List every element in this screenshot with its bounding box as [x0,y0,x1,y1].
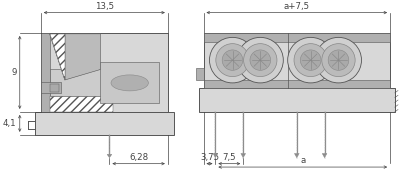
Ellipse shape [322,44,355,77]
Ellipse shape [244,44,277,77]
Ellipse shape [237,37,283,83]
FancyBboxPatch shape [204,33,390,88]
Text: 13,5: 13,5 [95,2,114,11]
Text: 9: 9 [11,68,16,77]
Polygon shape [50,34,65,80]
FancyBboxPatch shape [50,84,60,92]
Text: 3,75: 3,75 [200,153,219,162]
Ellipse shape [210,37,256,83]
FancyBboxPatch shape [204,80,390,88]
Ellipse shape [316,37,362,83]
Polygon shape [50,34,65,80]
Ellipse shape [294,44,327,77]
Text: 7,5: 7,5 [222,153,236,162]
Text: a+7,5: a+7,5 [284,2,310,11]
FancyBboxPatch shape [100,62,159,103]
Polygon shape [50,34,100,80]
Circle shape [111,75,148,91]
Text: 4,1: 4,1 [3,119,16,128]
FancyBboxPatch shape [196,68,204,80]
FancyBboxPatch shape [50,96,113,112]
FancyBboxPatch shape [199,88,395,112]
FancyBboxPatch shape [41,33,50,112]
FancyBboxPatch shape [35,112,174,135]
FancyBboxPatch shape [41,33,168,112]
Polygon shape [213,153,218,158]
FancyBboxPatch shape [204,33,390,42]
Polygon shape [241,153,246,158]
Ellipse shape [222,50,243,70]
Ellipse shape [328,50,349,70]
FancyBboxPatch shape [50,70,113,96]
FancyBboxPatch shape [41,82,62,93]
Polygon shape [107,154,112,158]
Ellipse shape [300,50,321,70]
Polygon shape [294,153,299,158]
Ellipse shape [250,50,271,70]
Ellipse shape [216,44,249,77]
Ellipse shape [288,37,334,83]
Text: 6,28: 6,28 [129,153,148,162]
Polygon shape [322,153,327,158]
Text: a: a [300,156,305,165]
